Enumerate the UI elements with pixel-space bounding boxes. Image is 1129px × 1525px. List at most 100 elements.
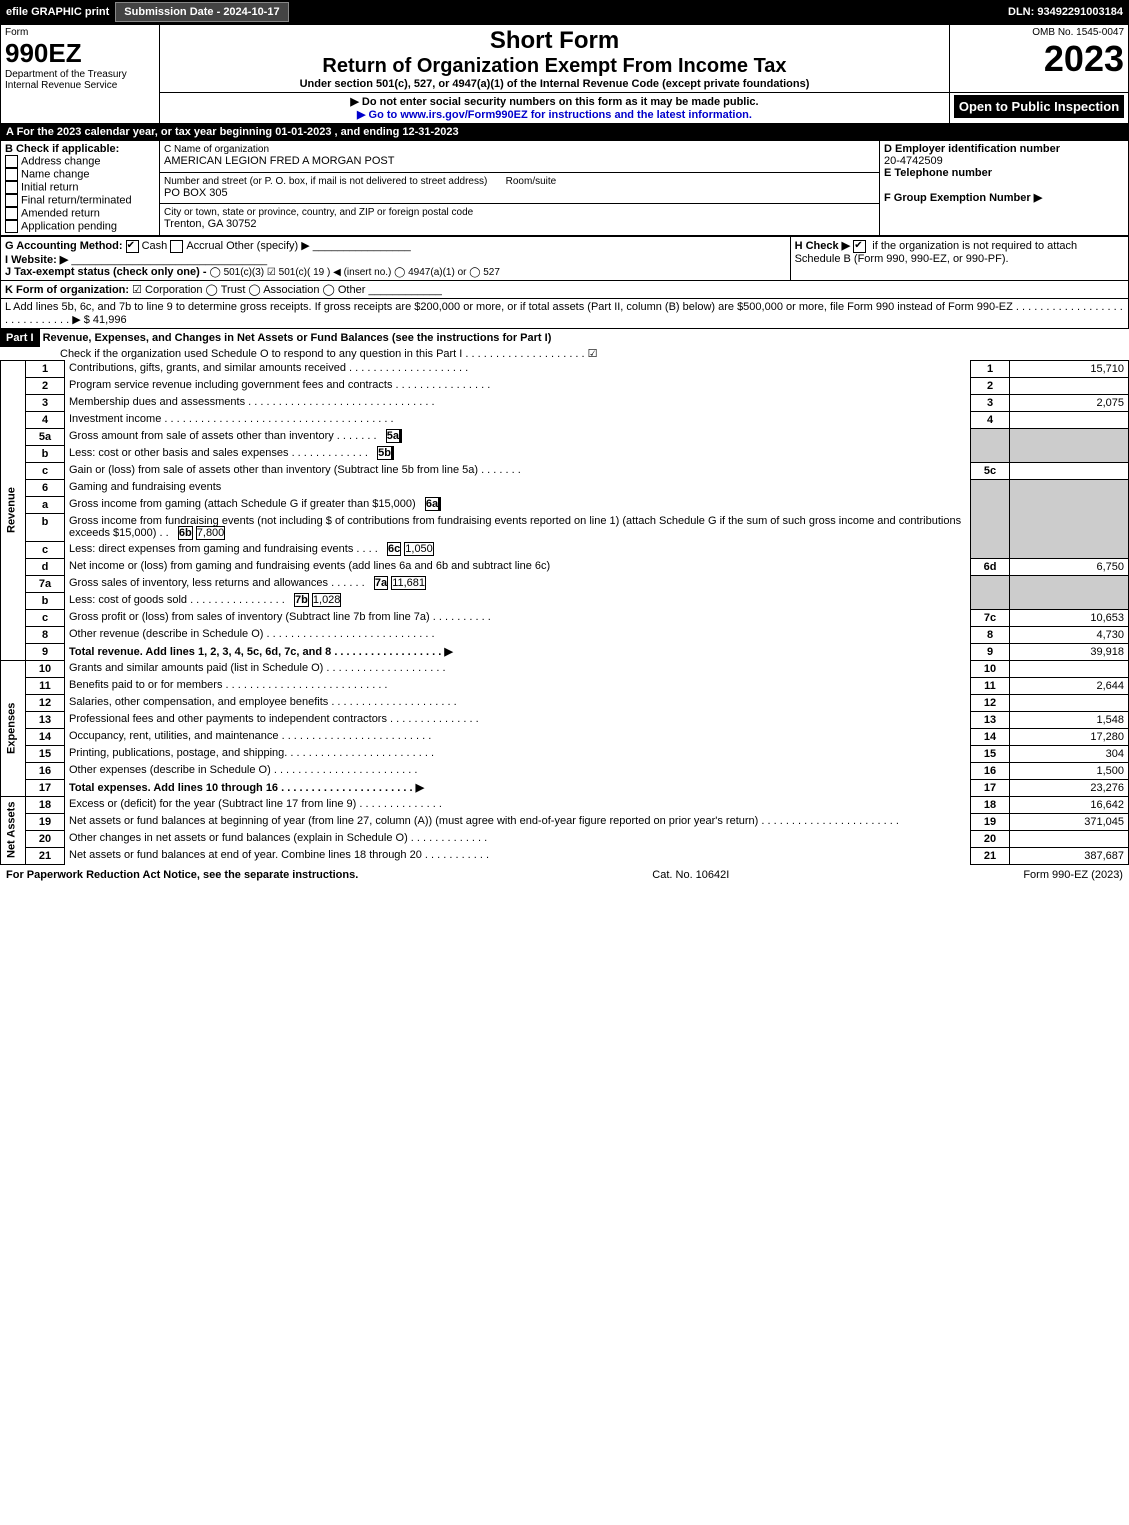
return-title: Return of Organization Exempt From Incom…	[164, 55, 945, 78]
e-label: E Telephone number	[884, 167, 992, 179]
revenue-vlabel: Revenue	[1, 360, 26, 660]
form-header: Form 990EZ Department of the Treasury In…	[0, 24, 1129, 124]
desc-8: Other revenue (describe in Schedule O) .…	[65, 626, 971, 643]
lines-table: Revenue 1 Contributions, gifts, grants, …	[0, 360, 1129, 865]
desc-3: Membership dues and assessments . . . . …	[65, 394, 971, 411]
amt-3: 2,075	[1010, 394, 1129, 411]
desc-11: Benefits paid to or for members . . . . …	[65, 677, 971, 694]
desc-21: Net assets or fund balances at end of ye…	[65, 847, 971, 864]
desc-14: Occupancy, rent, utilities, and maintena…	[65, 728, 971, 745]
goto-link[interactable]: ▶ Go to www.irs.gov/Form990EZ for instru…	[357, 109, 752, 121]
checkbox-name-change[interactable]	[5, 168, 18, 181]
checkbox-initial[interactable]	[5, 181, 18, 194]
amt-13: 1,548	[1010, 711, 1129, 728]
bv-7a: 11,681	[391, 576, 426, 590]
desc-10: Grants and similar amounts paid (list in…	[65, 660, 971, 677]
checkbox-pending[interactable]	[5, 220, 18, 233]
col-17: 17	[971, 779, 1010, 796]
col-11: 11	[971, 677, 1010, 694]
col-20: 20	[971, 830, 1010, 847]
no-ssn: ▶ Do not enter social security numbers o…	[164, 95, 945, 108]
short-form-title: Short Form	[164, 27, 945, 55]
page-footer: For Paperwork Reduction Act Notice, see …	[0, 865, 1129, 885]
desc-7c: Gross profit or (loss) from sales of inv…	[65, 609, 971, 626]
desc-1: Contributions, gifts, grants, and simila…	[65, 360, 971, 377]
amt-5c	[1010, 462, 1129, 479]
submission-date-button[interactable]: Submission Date - 2024-10-17	[115, 2, 288, 22]
dln-label: DLN: 93492291003184	[1002, 6, 1129, 18]
desc-18: Excess or (deficit) for the year (Subtra…	[65, 796, 971, 813]
k-label: K Form of organization:	[5, 284, 129, 296]
part-i-header: Part I Revenue, Expenses, and Changes in…	[0, 329, 1129, 360]
g-cash: Cash	[142, 240, 168, 252]
col-5c: 5c	[971, 462, 1010, 479]
col-6d: 6d	[971, 558, 1010, 575]
footer-mid: Cat. No. 10642I	[652, 869, 729, 881]
g-other: Other (specify) ▶	[226, 240, 310, 252]
col-8: 8	[971, 626, 1010, 643]
box-5b: 5b	[377, 446, 392, 460]
expenses-vlabel: Expenses	[1, 660, 26, 796]
box-5a: 5a	[386, 429, 400, 443]
box-7b: 7b	[294, 593, 309, 607]
col-10: 10	[971, 660, 1010, 677]
desc-7b: Less: cost of goods sold . . . . . . . .…	[69, 594, 285, 606]
opt-name: Name change	[21, 168, 90, 180]
amt-17: 23,276	[1010, 779, 1129, 796]
checkbox-address-change[interactable]	[5, 155, 18, 168]
g-label: G Accounting Method:	[5, 240, 123, 252]
desc-2: Program service revenue including govern…	[65, 377, 971, 394]
org-name: AMERICAN LEGION FRED A MORGAN POST	[164, 155, 394, 167]
amt-4	[1010, 411, 1129, 428]
checkbox-final[interactable]	[5, 194, 18, 207]
col-1: 1	[971, 360, 1010, 377]
d-label: D Employer identification number	[884, 143, 1060, 155]
desc-12: Salaries, other compensation, and employ…	[65, 694, 971, 711]
irs-label: Internal Revenue Service	[5, 80, 155, 91]
desc-16: Other expenses (describe in Schedule O) …	[65, 762, 971, 779]
c-name-label: C Name of organization	[164, 144, 269, 155]
part-i-check: Check if the organization used Schedule …	[0, 348, 598, 360]
col-3: 3	[971, 394, 1010, 411]
tax-year: 2023	[954, 38, 1124, 80]
i-label: I Website: ▶	[5, 254, 68, 266]
amt-1: 15,710	[1010, 360, 1129, 377]
footer-left: For Paperwork Reduction Act Notice, see …	[6, 869, 358, 881]
netassets-vlabel: Net Assets	[1, 796, 26, 864]
desc-20: Other changes in net assets or fund bala…	[65, 830, 971, 847]
b-label: B Check if applicable:	[5, 143, 119, 155]
col-21: 21	[971, 847, 1010, 864]
checkbox-amended[interactable]	[5, 207, 18, 220]
footer-right: Form 990-EZ (2023)	[1023, 869, 1123, 881]
checkbox-h[interactable]	[853, 240, 866, 253]
bv-6b: 7,800	[196, 526, 226, 540]
l-text: L Add lines 5b, 6c, and 7b to line 9 to …	[1, 298, 1129, 328]
opt-address: Address change	[21, 155, 101, 167]
omb-label: OMB No. 1545-0047	[954, 27, 1124, 38]
col-19: 19	[971, 813, 1010, 830]
desc-6d: Net income or (loss) from gaming and fun…	[65, 558, 971, 575]
desc-7a: Gross sales of inventory, less returns a…	[69, 577, 365, 589]
dept-label: Department of the Treasury	[5, 69, 155, 80]
city-label: City or town, state or province, country…	[164, 207, 473, 218]
bv-6c: 1,050	[404, 542, 434, 556]
amt-9: 39,918	[1010, 643, 1129, 660]
amt-12	[1010, 694, 1129, 711]
desc-5b: Less: cost or other basis and sales expe…	[69, 447, 368, 459]
ein-value: 20-4742509	[884, 155, 943, 167]
part-i-heading: Revenue, Expenses, and Changes in Net As…	[43, 332, 552, 344]
desc-17: Total expenses. Add lines 10 through 16 …	[69, 782, 424, 794]
city-value: Trenton, GA 30752	[164, 218, 257, 230]
desc-13: Professional fees and other payments to …	[65, 711, 971, 728]
ln-1: 1	[26, 360, 65, 377]
efile-label[interactable]: efile GRAPHIC print	[0, 6, 115, 18]
col-15: 15	[971, 745, 1010, 762]
desc-6c: Less: direct expenses from gaming and fu…	[69, 543, 378, 555]
checkbox-accrual[interactable]	[170, 240, 183, 253]
col-7c: 7c	[971, 609, 1010, 626]
checkbox-cash[interactable]	[126, 240, 139, 253]
g-accrual: Accrual	[186, 240, 223, 252]
bv-5a	[400, 429, 402, 443]
col-12: 12	[971, 694, 1010, 711]
amt-14: 17,280	[1010, 728, 1129, 745]
